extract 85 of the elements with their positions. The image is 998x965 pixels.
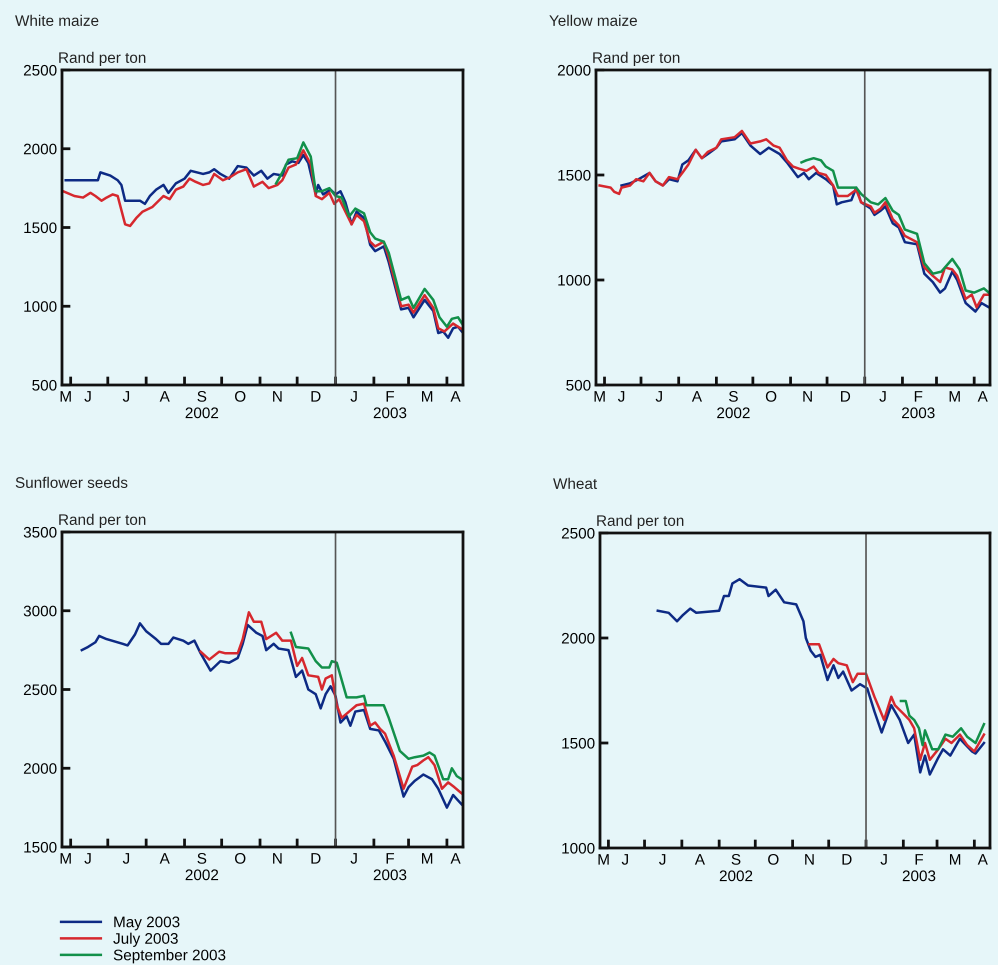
- line-series: [199, 611, 463, 795]
- x-tick-label: A: [160, 853, 170, 864]
- x-tick-label: J: [656, 391, 662, 402]
- x-tick-label: M: [598, 854, 609, 865]
- chart-title: Sunflower seeds: [16, 476, 128, 488]
- x-tick-label: S 2002: [186, 390, 218, 418]
- x-tick-label: D: [841, 391, 850, 402]
- y-tick-label: 2000: [558, 64, 591, 76]
- y-axis-title: Rand per ton: [597, 514, 684, 529]
- x-tick-label: M: [594, 391, 605, 402]
- y-tick-label: 500: [566, 380, 591, 391]
- x-tick-label: O: [235, 390, 246, 402]
- x-tick-label: J: [84, 391, 91, 402]
- x-tick-label: A: [692, 391, 702, 402]
- x-tick-label: S 2002: [720, 854, 752, 882]
- x-tick-label: J: [618, 391, 624, 402]
- y-axis-title: Rand per ton: [59, 52, 146, 66]
- y-tick-label: 500: [32, 380, 57, 391]
- x-tick-label: J: [880, 854, 887, 865]
- line-series: [800, 156, 990, 294]
- x-tick-label: A: [978, 854, 988, 865]
- x-tick-label: S 2002: [717, 390, 750, 418]
- x-tick-label: D: [311, 391, 321, 402]
- x-tick-label: D: [842, 854, 852, 865]
- y-tick-label: 2500: [24, 64, 57, 76]
- x-tick-label: A: [160, 391, 170, 402]
- chart-title: White maize: [15, 14, 98, 26]
- x-tick-label: A: [694, 854, 705, 865]
- y-tick-label: 1500: [562, 738, 595, 749]
- line-series: [290, 632, 463, 781]
- legend-label: July 2003: [113, 932, 178, 947]
- line-series: [274, 141, 463, 328]
- x-tick-label: O: [768, 854, 779, 865]
- y-axis-title: Rand per ton: [59, 514, 146, 528]
- y-tick-label: 1000: [558, 274, 591, 286]
- x-tick-label: M: [422, 391, 432, 402]
- x-tick-label: F 2003: [902, 391, 935, 418]
- x-tick-label: N: [803, 391, 812, 402]
- x-tick-label: M: [60, 391, 71, 402]
- x-tick-label: O: [235, 852, 246, 864]
- x-tick-label: M: [950, 391, 960, 402]
- x-tick-label: J: [122, 391, 130, 402]
- y-tick-label: 1000: [562, 842, 595, 854]
- y-tick-label: 2500: [562, 528, 595, 539]
- x-tick-label: N: [805, 854, 814, 865]
- y-tick-label: 1500: [24, 222, 57, 234]
- chart-title: Yellow maize: [549, 14, 637, 26]
- x-tick-label: S 2002: [186, 852, 218, 880]
- y-tick-label: 2000: [24, 144, 57, 154]
- x-tick-label: M: [422, 853, 432, 864]
- x-tick-label: J: [622, 854, 628, 865]
- x-tick-label: J: [84, 853, 91, 864]
- y-tick-label: 2500: [24, 684, 57, 696]
- legend-label: May 2003: [114, 916, 180, 930]
- x-tick-label: D: [311, 853, 321, 864]
- y-tick-label: 1500: [558, 170, 591, 181]
- x-tick-label: M: [60, 853, 71, 864]
- y-tick-label: 1500: [24, 842, 57, 853]
- y-tick-label: 3500: [24, 526, 57, 538]
- x-tick-label: A: [450, 391, 461, 402]
- x-tick-label: J: [122, 853, 130, 864]
- x-tick-label: F 2003: [374, 391, 406, 418]
- x-tick-label: J: [879, 391, 886, 402]
- x-tick-label: A: [450, 853, 461, 864]
- x-tick-label: M: [950, 854, 960, 865]
- line-series: [656, 578, 986, 776]
- y-tick-label: 1000: [24, 301, 57, 312]
- legend-label: September 2003: [114, 949, 226, 964]
- y-axis-title: Rand per ton: [593, 52, 680, 66]
- x-tick-label: N: [273, 853, 282, 864]
- line-series: [808, 643, 986, 762]
- y-tick-label: 2000: [562, 632, 595, 644]
- x-tick-label: J: [350, 391, 357, 402]
- y-tick-label: 3000: [24, 606, 57, 616]
- line-series: [900, 700, 986, 751]
- x-tick-label: F 2003: [374, 853, 406, 880]
- line-series: [80, 622, 463, 809]
- x-tick-label: J: [659, 854, 666, 865]
- y-tick-label: 2000: [24, 763, 57, 774]
- x-tick-label: A: [978, 391, 988, 402]
- x-tick-label: N: [273, 391, 282, 402]
- x-tick-label: F 2003: [902, 854, 936, 882]
- x-tick-label: J: [350, 853, 357, 864]
- x-tick-label: O: [766, 390, 776, 402]
- chart-title: Wheat: [553, 478, 598, 489]
